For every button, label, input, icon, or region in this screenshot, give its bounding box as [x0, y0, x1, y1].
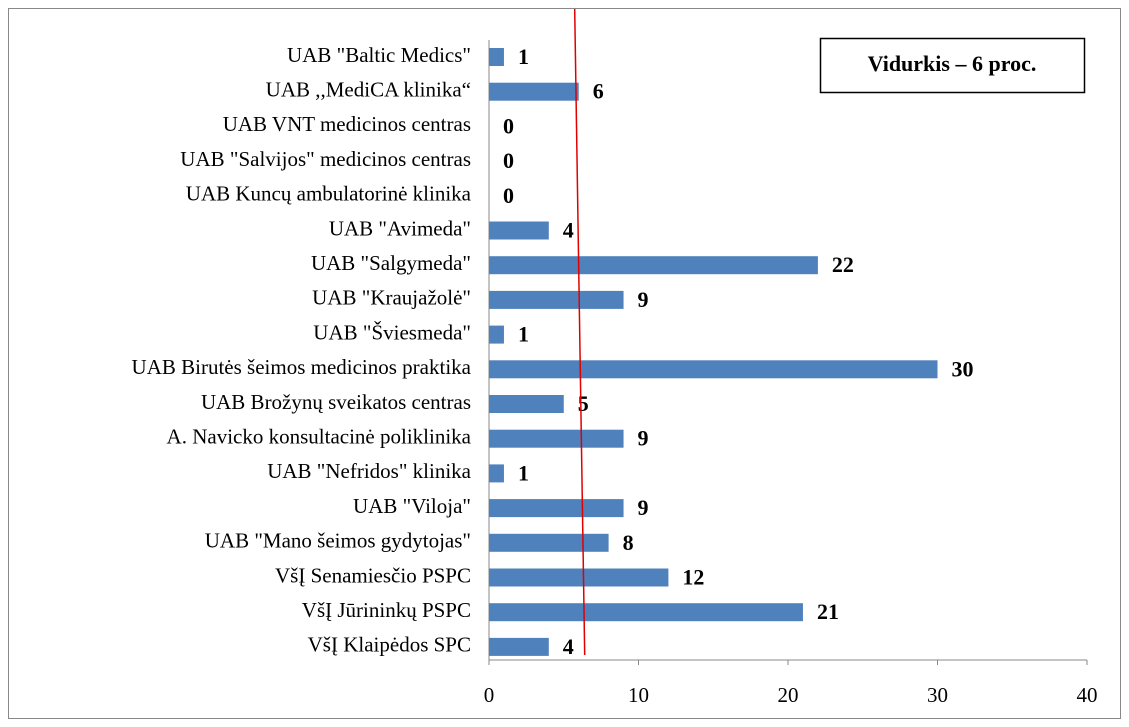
y-tick-label: VšĮ Klaipėdos SPC [308, 633, 471, 657]
value-label: 0 [503, 148, 514, 173]
value-label: 12 [682, 565, 704, 590]
bar [489, 48, 504, 66]
bar [489, 568, 669, 587]
y-tick-label: UAB "Avimeda" [329, 216, 471, 240]
value-label: 0 [503, 113, 514, 138]
y-tick-label: UAB Birutės šeimos medicinos praktika [132, 355, 472, 379]
bar [489, 603, 803, 622]
x-tick-label: 0 [484, 683, 495, 707]
value-label: 6 [593, 79, 604, 104]
y-tick-label: UAB Brožynų sveikatos centras [201, 390, 471, 414]
value-label: 9 [638, 426, 649, 451]
value-label: 8 [623, 530, 634, 555]
y-tick-label: UAB "Mano šeimos gydytojas" [205, 529, 471, 553]
y-tick-label: UAB Kuncų ambulatorinė klinika [186, 182, 472, 206]
bar [489, 256, 818, 275]
bar [489, 533, 609, 552]
y-tick-label: UAB "Šviesmeda" [313, 320, 471, 344]
annotation-box [819, 37, 1086, 94]
value-label: 21 [817, 599, 839, 624]
annotation: Vidurkis – 6 proc. [868, 51, 1037, 76]
bar [489, 290, 624, 309]
value-label: 1 [518, 460, 529, 485]
y-tick-label: UAB "Nefridos" klinika [267, 459, 471, 483]
value-label: 1 [518, 322, 529, 347]
y-tick-label: UAB ,,MediCA klinika“ [266, 78, 471, 102]
bar [489, 464, 504, 483]
x-tick-label: 40 [1077, 683, 1098, 707]
bar [489, 360, 938, 379]
value-label: 5 [578, 391, 589, 416]
y-tick-label: A. Navicko konsultacinė poliklinika [167, 425, 472, 449]
value-label: 0 [503, 183, 514, 208]
value-label: 4 [563, 634, 574, 659]
x-tick-label: 20 [778, 683, 799, 707]
bar [489, 325, 504, 344]
y-tick-label: UAB "Baltic Medics" [287, 43, 471, 67]
y-tick-label: UAB "Kraujažolė" [312, 286, 471, 310]
y-tick-label: VšĮ Senamiesčio PSPC [275, 563, 471, 587]
bar [489, 395, 564, 413]
x-tick-label: 10 [628, 683, 649, 707]
value-label: 30 [952, 356, 974, 381]
value-label: 1 [518, 44, 529, 69]
y-tick-label: UAB "Salgymeda" [311, 251, 471, 275]
bar [489, 499, 624, 518]
average-line [573, 8, 586, 656]
bar [489, 637, 549, 656]
bar [489, 221, 549, 240]
value-label: 9 [638, 287, 649, 312]
y-tick-label: UAB "Salvijos" medicinos centras [180, 147, 471, 171]
bar [489, 429, 624, 448]
chart-border [8, 8, 1121, 719]
x-tick-label: 30 [927, 683, 948, 707]
value-label: 22 [832, 252, 854, 277]
y-tick-label: UAB VNT medicinos centras [223, 112, 471, 136]
y-tick-label: VšĮ Jūrininkų PSPC [302, 598, 471, 622]
value-label: 9 [638, 495, 649, 520]
bar [489, 82, 579, 101]
value-label: 4 [563, 218, 574, 243]
y-tick-label: UAB "Viloja" [353, 494, 471, 518]
